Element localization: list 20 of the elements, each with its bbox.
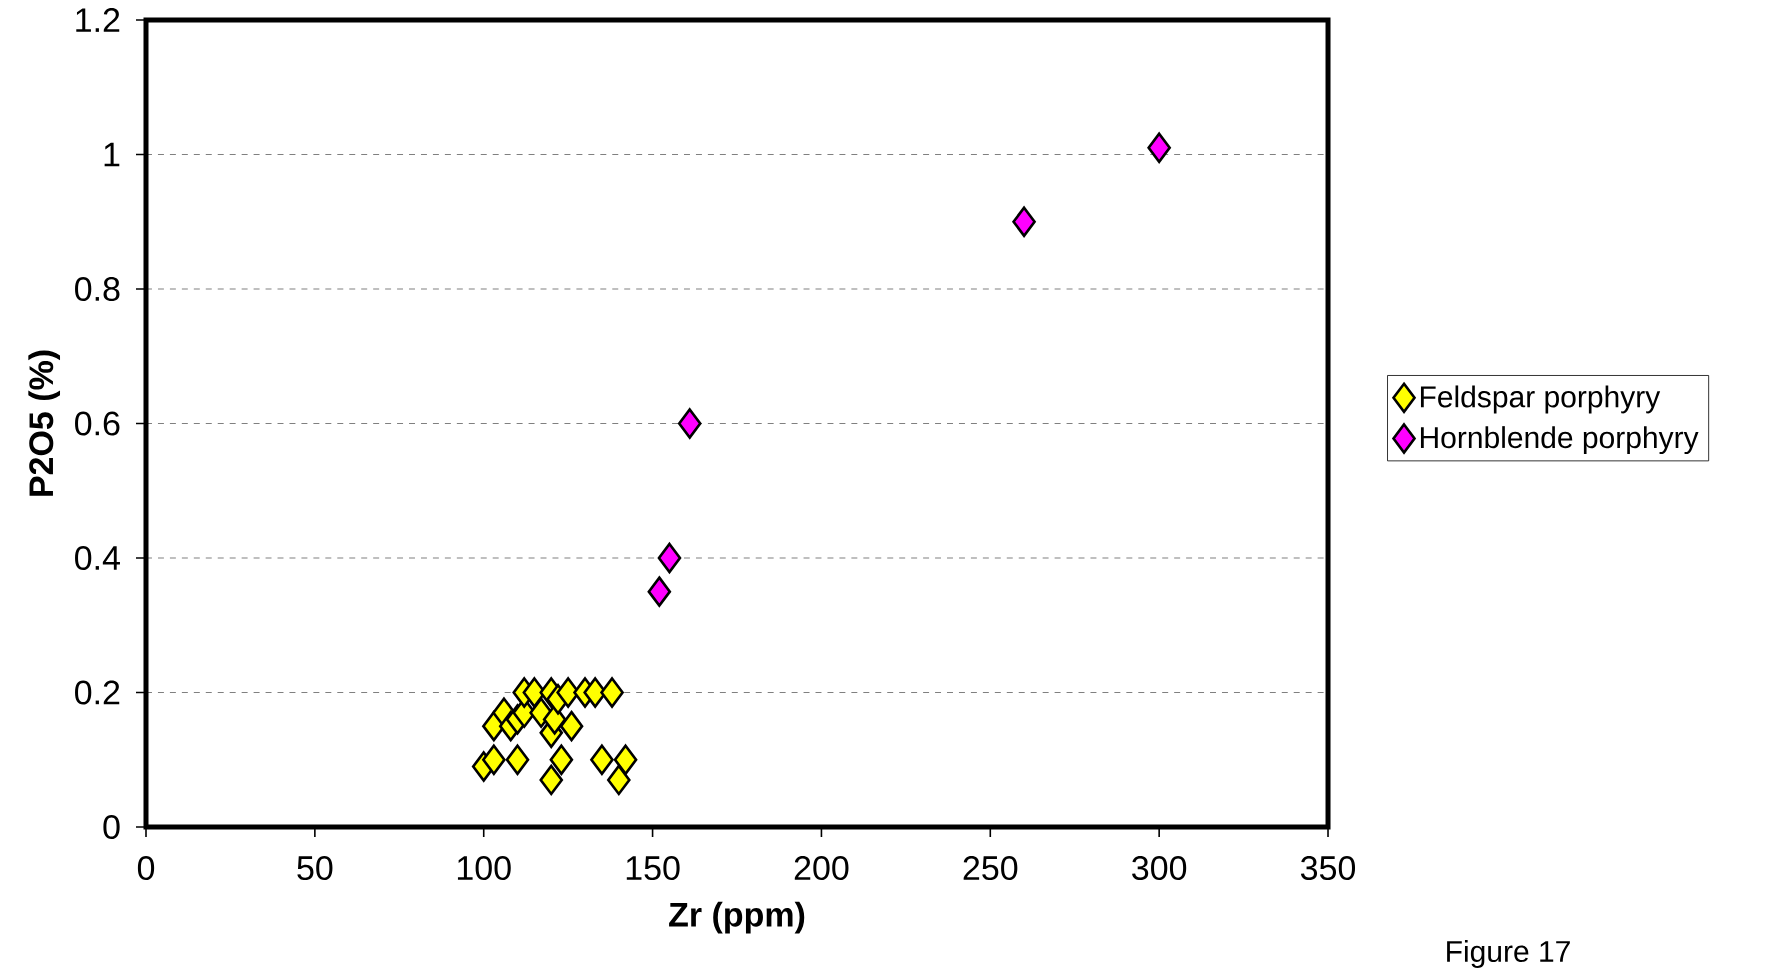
y-tick-label: 0.2 [75,680,120,705]
x-axis-title: Zr (ppm) [669,901,805,934]
x-tick-label: 300 [1132,856,1187,881]
x-tick-label: 100 [457,856,511,881]
y-tick-label: 1 [104,142,120,167]
x-tick-label: 350 [1300,856,1356,881]
legend-label: Hornblende porphyry [1420,426,1699,455]
y-tick-label: 0.4 [75,545,120,571]
x-tick-label: 250 [963,856,1018,881]
x-tick-label: 150 [626,856,680,881]
y-axis-title: P2O5 (%) [28,350,61,496]
x-tick-label: 50 [297,856,333,881]
y-tick-label: 1.2 [76,8,120,32]
y-tick-label: 0 [103,814,120,840]
y-tick-label: 0.6 [75,411,120,436]
legend-label: Feldspar porphyry [1420,385,1661,414]
x-tick-label: 0 [137,856,155,881]
caption: Figure 17 [1447,940,1570,968]
x-tick-label: 200 [794,856,849,881]
y-tick-label: 0.8 [75,276,120,302]
